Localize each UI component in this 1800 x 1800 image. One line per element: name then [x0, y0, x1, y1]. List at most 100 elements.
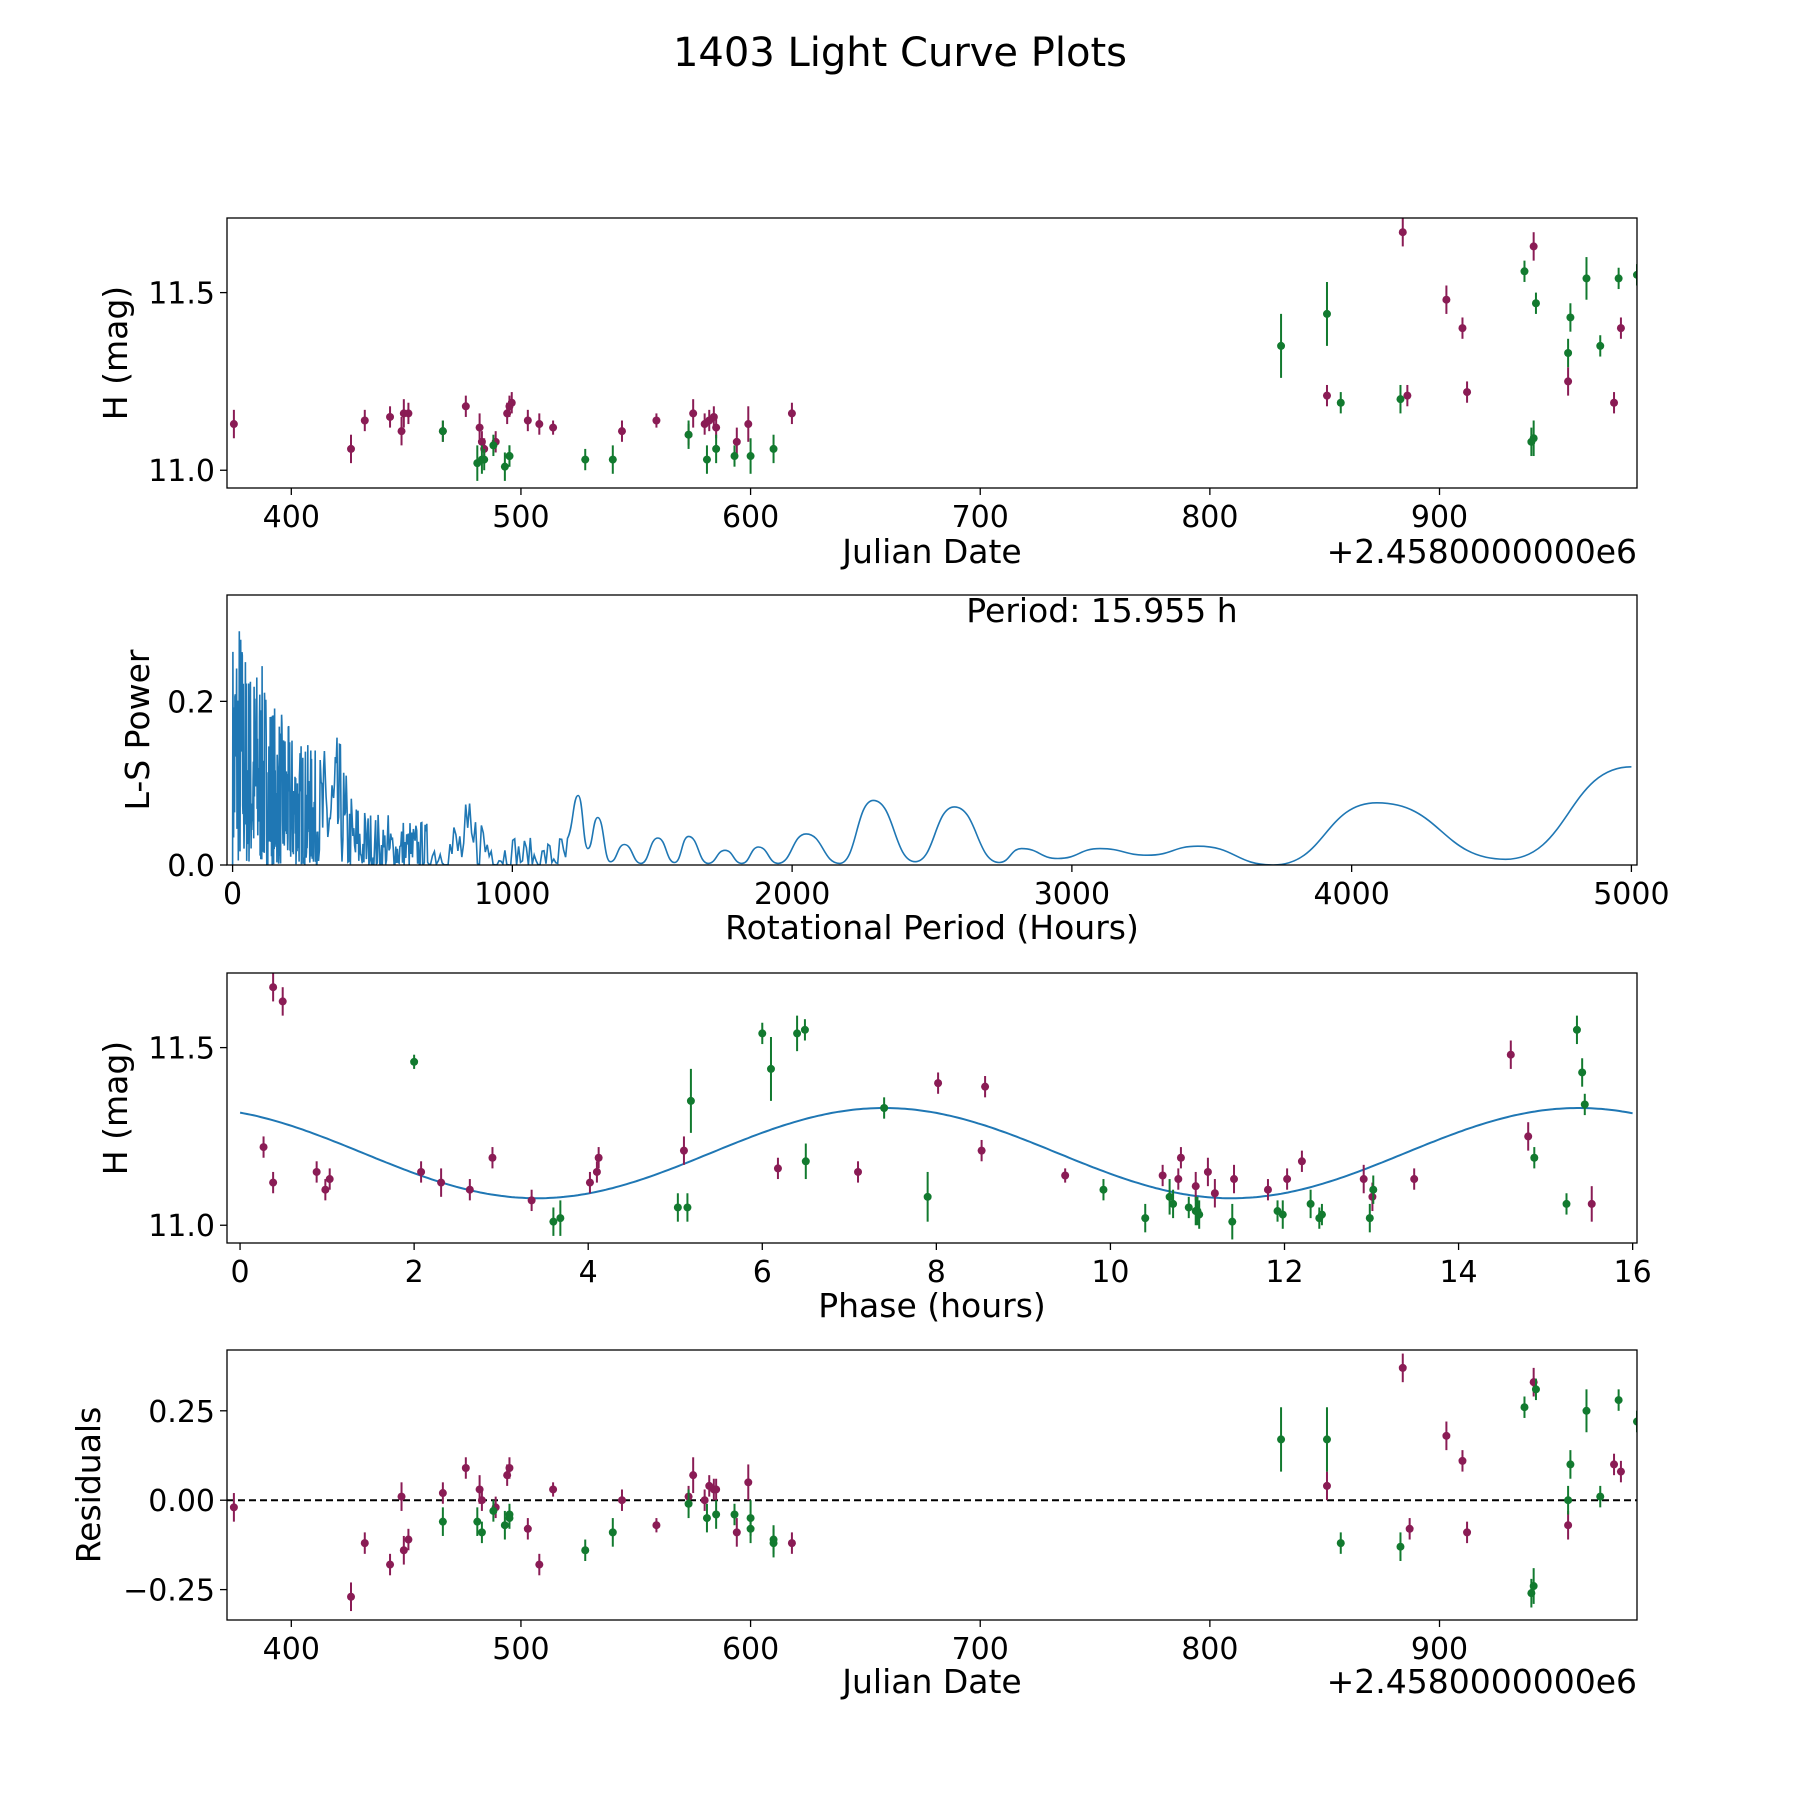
x-tick-label: 2 — [405, 1255, 424, 1290]
data-point — [1564, 1496, 1573, 1505]
data-point — [1174, 1175, 1183, 1184]
data-point — [700, 1496, 709, 1505]
data-point — [404, 1535, 413, 1544]
data-point — [477, 1496, 486, 1505]
data-point — [1306, 1199, 1315, 1208]
data-point — [438, 1517, 447, 1526]
power-spectrum-line — [231, 631, 1632, 865]
data-point — [500, 462, 509, 471]
data-point — [489, 1506, 498, 1515]
data-point — [461, 1464, 470, 1473]
y-tick-label: 11.0 — [148, 454, 215, 489]
x-tick-label: 900 — [1411, 1632, 1468, 1667]
x-tick-label: 500 — [492, 500, 549, 535]
periodogram-y-label: L-S Power — [118, 649, 157, 810]
light-curve-frame — [226, 217, 1638, 489]
data-point — [746, 452, 755, 461]
data-point — [686, 1096, 695, 1105]
data-point — [1530, 1153, 1539, 1162]
data-point — [229, 1503, 238, 1512]
y-tick-label: 0.00 — [148, 1484, 215, 1519]
data-point — [923, 1192, 932, 1201]
phased-points — [239, 973, 1633, 1240]
data-point — [360, 1539, 369, 1548]
residuals-y-label: Residuals — [69, 1407, 108, 1564]
x-tick-label: 6 — [753, 1255, 772, 1290]
data-point — [1405, 1524, 1414, 1533]
data-point — [404, 409, 413, 418]
data-point — [1531, 1385, 1540, 1394]
data-point — [594, 1153, 603, 1162]
residual-points — [227, 1353, 1637, 1612]
data-point — [507, 398, 516, 407]
model-curve — [239, 1107, 1633, 1200]
light-curve-ticks: 400 500 600 700 800 900 11.0 11.5 — [148, 277, 1468, 535]
data-point — [397, 427, 406, 436]
data-point — [801, 1157, 810, 1166]
x-tick-label: 3000 — [1034, 877, 1110, 912]
phased-x-label: Phase (hours) — [818, 1286, 1046, 1325]
data-point — [556, 1214, 565, 1223]
data-point — [461, 402, 470, 411]
data-point — [1398, 1363, 1407, 1372]
data-point — [523, 1524, 532, 1533]
data-point — [480, 455, 489, 464]
data-point — [1365, 1214, 1374, 1223]
data-point — [1228, 1217, 1237, 1226]
data-point — [1442, 1431, 1451, 1440]
data-point — [608, 455, 617, 464]
y-tick-label: 11.5 — [148, 1032, 215, 1067]
data-point — [1610, 398, 1619, 407]
data-point — [585, 1178, 594, 1187]
data-point — [535, 420, 544, 429]
data-point — [746, 1514, 755, 1523]
data-point — [1564, 377, 1573, 386]
data-point — [766, 1064, 775, 1073]
data-point — [1587, 1199, 1596, 1208]
data-point — [477, 1528, 486, 1537]
data-point — [854, 1167, 863, 1176]
data-point — [1061, 1171, 1070, 1180]
data-point — [505, 1464, 514, 1473]
x-tick-label: 14 — [1439, 1255, 1477, 1290]
data-point — [438, 427, 447, 436]
data-point — [1531, 299, 1540, 308]
data-point — [473, 1517, 482, 1526]
data-point — [1322, 1435, 1331, 1444]
x-tick-label: 4 — [579, 1255, 598, 1290]
data-point — [702, 1514, 711, 1523]
data-point — [1398, 228, 1407, 237]
data-point — [1616, 324, 1625, 333]
data-point — [527, 1196, 536, 1205]
data-point — [1317, 1210, 1326, 1219]
data-point — [977, 1146, 986, 1155]
data-point — [758, 1029, 767, 1038]
data-point — [712, 1510, 721, 1519]
data-point — [1141, 1214, 1150, 1223]
x-tick-label: 500 — [492, 1632, 549, 1667]
data-point — [712, 444, 721, 453]
data-point — [652, 1521, 661, 1530]
data-point — [1506, 1050, 1515, 1059]
data-point — [1442, 295, 1451, 304]
data-point — [1458, 324, 1467, 333]
x-tick-label: 400 — [263, 1632, 320, 1667]
x-tick-label: 0 — [231, 1255, 250, 1290]
data-point — [581, 1546, 590, 1555]
data-point — [689, 409, 698, 418]
data-point — [773, 1164, 782, 1173]
data-point — [787, 409, 796, 418]
data-point — [417, 1167, 426, 1176]
data-point — [673, 1203, 682, 1212]
data-point — [505, 452, 514, 461]
figure-title: 1403 Light Curve Plots — [673, 30, 1127, 76]
y-tick-label: 0.2 — [167, 685, 215, 720]
data-point — [347, 444, 356, 453]
data-point — [744, 420, 753, 429]
data-point — [1277, 1435, 1286, 1444]
data-point — [934, 1079, 943, 1088]
data-point — [689, 1471, 698, 1480]
x-tick-label: 16 — [1614, 1255, 1652, 1290]
data-point — [229, 420, 238, 429]
data-point — [500, 1521, 509, 1530]
